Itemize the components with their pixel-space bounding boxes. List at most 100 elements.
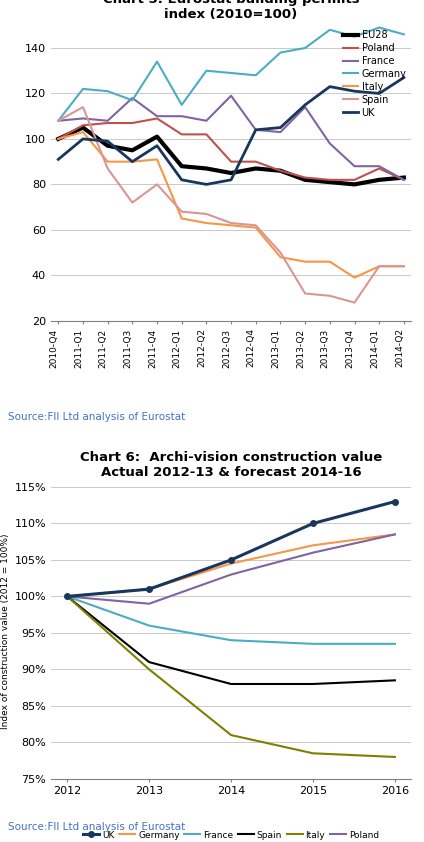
EU28	[130, 145, 135, 155]
Line: Poland: Poland	[67, 535, 395, 604]
Spain	[278, 248, 283, 258]
Germany	[303, 43, 308, 53]
Line: Spain: Spain	[67, 596, 395, 684]
Italy	[56, 134, 61, 144]
EU28	[327, 177, 332, 187]
Germany	[402, 29, 407, 40]
Germany	[352, 31, 357, 41]
Italy	[402, 261, 407, 271]
Spain	[105, 163, 110, 173]
Italy	[179, 213, 184, 223]
EU28	[204, 163, 209, 173]
Title: Chart 5: Eurostat building permits
index (2010=100): Chart 5: Eurostat building permits index…	[103, 0, 360, 21]
Poland	[65, 591, 70, 601]
Poland	[105, 118, 110, 128]
EU28	[154, 131, 159, 141]
Spain	[327, 290, 332, 301]
Spain	[402, 261, 407, 271]
Germany	[229, 68, 234, 78]
UK	[229, 555, 234, 565]
Poland	[327, 175, 332, 185]
Germany	[56, 115, 61, 125]
Spain	[179, 206, 184, 216]
Line: Italy: Italy	[58, 132, 404, 278]
Poland	[352, 175, 357, 185]
Germany	[377, 23, 382, 33]
UK	[65, 591, 70, 601]
France	[204, 115, 209, 125]
Spain	[154, 179, 159, 189]
Line: Poland: Poland	[58, 119, 404, 180]
UK	[303, 99, 308, 109]
Spain	[204, 209, 209, 219]
UK	[310, 519, 315, 529]
Line: UK: UK	[64, 498, 398, 600]
Italy	[229, 221, 234, 231]
France	[105, 115, 110, 125]
Line: Germany: Germany	[58, 28, 404, 120]
Spain	[377, 261, 382, 271]
France	[229, 635, 234, 645]
UK	[278, 122, 283, 132]
UK	[154, 141, 159, 151]
Italy	[130, 157, 135, 167]
Germany	[81, 84, 86, 94]
Germany	[327, 24, 332, 35]
France	[229, 91, 234, 101]
Spain	[130, 198, 135, 208]
France	[402, 175, 407, 185]
Poland	[377, 163, 382, 173]
EU28	[278, 166, 283, 176]
Poland	[310, 547, 315, 557]
Poland	[147, 599, 152, 609]
UK	[377, 88, 382, 99]
Line: Italy: Italy	[67, 596, 395, 757]
Spain	[310, 679, 315, 689]
Text: Source:FII Ltd analysis of Eurostat: Source:FII Ltd analysis of Eurostat	[8, 822, 186, 832]
Line: France: France	[67, 596, 395, 644]
Spain	[253, 221, 258, 231]
France	[81, 114, 86, 124]
Italy	[352, 273, 357, 283]
Italy	[229, 730, 234, 740]
Spain	[147, 657, 152, 667]
UK	[392, 497, 397, 507]
Spain	[392, 675, 397, 685]
Italy	[65, 591, 70, 601]
France	[253, 125, 258, 135]
EU28	[105, 141, 110, 151]
Spain	[229, 218, 234, 228]
Germany	[147, 584, 152, 594]
France	[377, 161, 382, 171]
Italy	[105, 157, 110, 167]
Spain	[352, 297, 357, 307]
Title: Chart 6:  Archi-vision construction value
Actual 2012-13 & forecast 2014-16: Chart 6: Archi-vision construction value…	[80, 451, 382, 479]
UK	[352, 86, 357, 96]
Line: France: France	[58, 96, 404, 180]
Italy	[377, 261, 382, 271]
Poland	[56, 134, 61, 144]
Text: Source:FII Ltd analysis of Eurostat: Source:FII Ltd analysis of Eurostat	[8, 412, 186, 422]
Italy	[204, 218, 209, 228]
EU28	[81, 122, 86, 132]
Poland	[179, 130, 184, 140]
Spain	[303, 289, 308, 299]
Spain	[229, 679, 234, 689]
Germany	[204, 66, 209, 76]
Italy	[154, 154, 159, 164]
UK	[147, 584, 152, 594]
Poland	[303, 173, 308, 183]
Poland	[81, 120, 86, 131]
EU28	[179, 161, 184, 171]
Italy	[147, 664, 152, 674]
UK	[402, 72, 407, 83]
UK	[105, 136, 110, 147]
UK	[130, 157, 135, 167]
UK	[253, 125, 258, 135]
EU28	[56, 134, 61, 144]
Italy	[327, 257, 332, 267]
Poland	[402, 175, 407, 185]
Spain	[81, 102, 86, 112]
Legend: UK, Germany, France, Spain, Italy, Poland: UK, Germany, France, Spain, Italy, Polan…	[83, 831, 379, 839]
France	[56, 115, 61, 125]
